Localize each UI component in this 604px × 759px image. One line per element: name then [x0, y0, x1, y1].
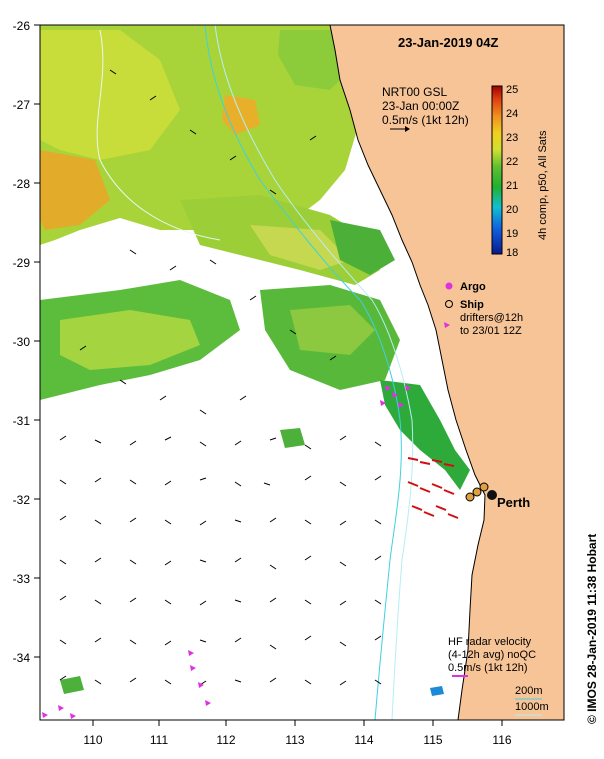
plot-frame [39, 24, 565, 721]
lon-label: 114 [354, 733, 373, 747]
current-vectors [59, 69, 382, 686]
credit-text: © IMOS 28-Jan-2019 11:38 Hobart [585, 534, 599, 724]
colorbar-tick: 20 [506, 204, 518, 216]
hf-radar-legend: HF radar velocity (4-12h avg) noQC 0.5m/… [448, 636, 536, 677]
land-mass [329, 25, 564, 720]
lon-labels: 110 111 112 113 114 115 116 [83, 733, 511, 747]
drifter-tracks [42, 385, 411, 719]
lat-label: -28 [13, 177, 31, 191]
lat-label: -32 [13, 493, 31, 507]
map-title: 23-Jan-2019 04Z [398, 35, 499, 50]
isobaths [96, 25, 414, 720]
legend-argo: Argo [460, 281, 486, 293]
lat-label: -27 [13, 98, 31, 112]
lon-label: 113 [285, 733, 304, 747]
hf-radar-arrows [407, 457, 459, 519]
lon-label: 116 [492, 733, 511, 747]
legend: Argo Ship drifters@12h to 23/01 12Z [444, 281, 523, 337]
isobath-legend: 200m 1000m [515, 685, 549, 716]
colorbar-tick: 23 [506, 132, 518, 144]
ship-markers [465, 482, 489, 502]
colorbar-label: 4h comp, p50, All Sats [537, 130, 549, 240]
legend-ship: Ship [460, 299, 484, 311]
colorbar-tick: 24 [506, 108, 518, 120]
product-info: NRT00 GSL 23-Jan 00:00Z 0.5m/s (1kt 12h) [382, 85, 469, 132]
isobath-label-1000: 1000m [515, 701, 549, 713]
lat-labels: -26 -27 -28 -29 -30 -31 -32 -33 -34 [13, 19, 31, 665]
lon-label: 112 [216, 733, 235, 747]
lon-ticks [92, 720, 503, 726]
hf-radar-line: (4-12h avg) noQC [448, 649, 536, 661]
lat-label: -26 [13, 19, 31, 33]
argo-marker-icon [445, 282, 453, 290]
colorbar: 25 24 23 22 21 20 19 18 4h comp, p50, Al… [491, 84, 549, 259]
lat-label: -34 [13, 651, 31, 665]
lat-label: -30 [13, 335, 31, 349]
isobath-label-200: 200m [515, 685, 543, 697]
lon-label: 115 [423, 733, 442, 747]
product-line: NRT00 GSL [382, 85, 447, 99]
perth-marker [487, 490, 497, 500]
legend-drifters: drifters@12h [460, 312, 523, 324]
legend-drifters-period: to 23/01 12Z [460, 325, 522, 337]
hf-radar-line: 0.5m/s (1kt 12h) [448, 662, 527, 674]
lat-ticks [34, 24, 40, 658]
colorbar-tick: 22 [506, 156, 518, 168]
product-line: 23-Jan 00:00Z [382, 99, 459, 113]
lat-label: -31 [13, 414, 31, 428]
drifter-marker-icon [444, 322, 450, 328]
colorbar-gradient [491, 85, 503, 255]
hf-radar-line: HF radar velocity [448, 636, 532, 648]
colorbar-tick: 18 [506, 247, 518, 259]
lat-label: -33 [13, 572, 31, 586]
product-line: 0.5m/s (1kt 12h) [382, 113, 469, 127]
ship-marker-icon [445, 300, 453, 308]
lon-label: 111 [150, 733, 169, 747]
colorbar-tick: 19 [506, 228, 518, 240]
scale-arrowhead-icon [405, 126, 410, 132]
colorbar-tick: 25 [506, 84, 518, 96]
lon-label: 110 [83, 733, 102, 747]
colorbar-tick: 21 [506, 180, 518, 192]
city-label-perth: Perth [497, 495, 530, 510]
lat-label: -29 [13, 256, 31, 270]
